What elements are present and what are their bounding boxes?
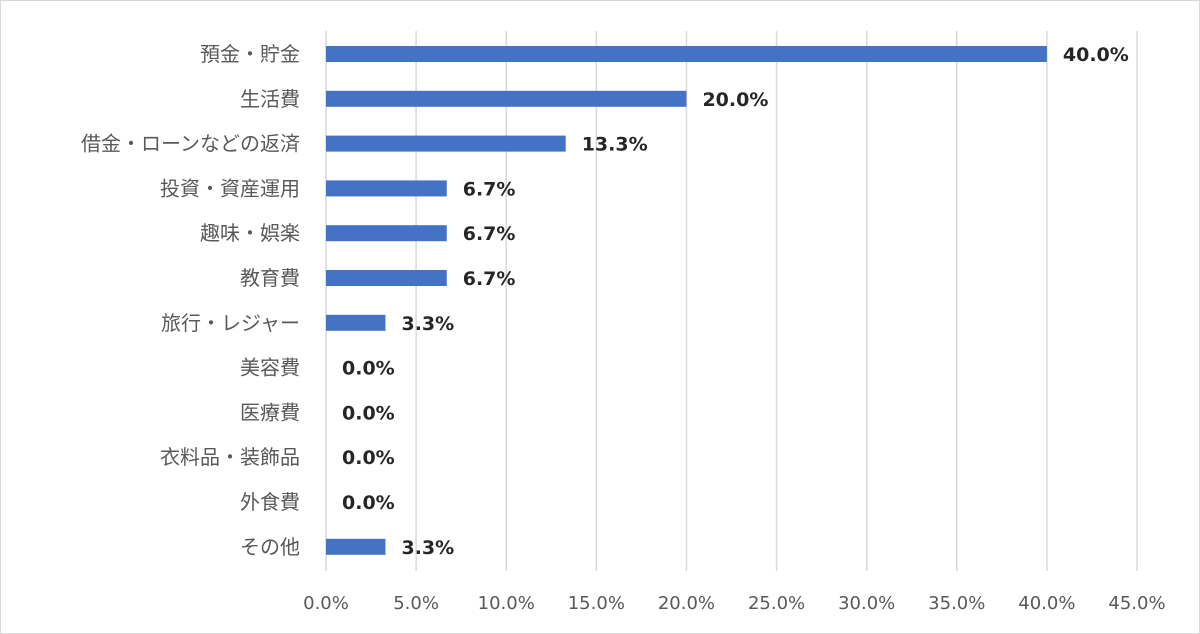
category-label: 借金・ローンなどの返済 (81, 132, 300, 156)
bar (326, 90, 687, 107)
data-label: 6.7% (463, 178, 516, 200)
x-tick-label: 40.0% (1018, 593, 1075, 614)
bar (326, 538, 386, 555)
x-tick-label: 25.0% (748, 593, 805, 614)
data-label: 13.3% (582, 134, 648, 156)
category-labels: 預金・貯金生活費借金・ローンなどの返済投資・資産運用趣味・娯楽教育費旅行・レジャ… (81, 42, 300, 559)
bar (326, 180, 447, 197)
x-tick-label: 15.0% (568, 593, 625, 614)
category-label: 趣味・娯楽 (200, 221, 300, 245)
category-label: 生活費 (240, 87, 300, 111)
category-label: 医療費 (240, 400, 300, 424)
data-label: 0.0% (342, 447, 395, 469)
x-tick-label: 0.0% (303, 593, 349, 614)
bars (326, 46, 1047, 555)
x-tick-label: 45.0% (1108, 593, 1165, 614)
category-label: 預金・貯金 (200, 42, 300, 66)
x-tick-label: 10.0% (478, 593, 535, 614)
x-tick-label: 5.0% (393, 593, 439, 614)
bar (326, 314, 386, 331)
bar (326, 46, 1047, 62)
category-label: 美容費 (240, 356, 300, 380)
data-label: 20.0% (702, 89, 768, 111)
data-label: 3.3% (401, 313, 454, 335)
gridlines (325, 31, 1138, 571)
data-label: 40.0% (1063, 44, 1129, 66)
category-label: 外食費 (240, 490, 300, 514)
x-tick-label: 20.0% (658, 593, 715, 614)
data-label: 3.3% (401, 537, 454, 559)
bar (326, 225, 447, 242)
data-label: 0.0% (342, 358, 395, 380)
data-label: 0.0% (342, 402, 395, 424)
category-label: 教育費 (240, 266, 300, 290)
data-label: 6.7% (463, 268, 516, 290)
data-label: 6.7% (463, 223, 516, 245)
x-tick-label: 30.0% (838, 593, 895, 614)
category-label: 投資・資産運用 (160, 176, 300, 200)
x-axis-tick-labels: 0.0% 5.0% 10.0% 15.0% 20.0% 25.0% 30.0% 35.0% 40… (303, 593, 1165, 614)
bar (326, 270, 447, 286)
category-label: 衣料品・装飾品 (160, 445, 300, 469)
data-label: 0.0% (342, 492, 395, 514)
category-label: その他 (240, 535, 300, 559)
category-label: 旅行・レジャー (161, 311, 300, 335)
bar (326, 135, 566, 152)
data-labels: 40.0% 20.0% 13.3% 6.7% 6.7% 6.7% 3.3% 0.0% 0.0% 0… (342, 44, 1129, 559)
x-tick-label: 35.0% (928, 593, 985, 614)
